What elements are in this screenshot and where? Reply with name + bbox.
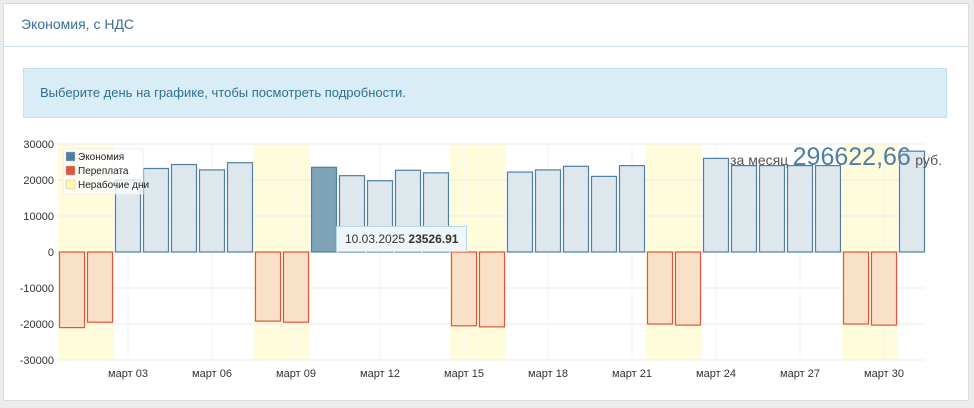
x-tick-label: март 27 (780, 368, 820, 380)
saving-bar[interactable] (618, 165, 646, 253)
overpay-bar[interactable] (86, 251, 114, 323)
overpay-bar[interactable] (282, 251, 310, 323)
month-total-suffix: руб. (915, 152, 942, 168)
saving-bar[interactable] (170, 163, 198, 253)
overpay-bar[interactable] (254, 251, 282, 322)
saving-bar[interactable] (534, 169, 562, 253)
y-tick-label: 20000 (23, 175, 54, 187)
x-tick-label: март 15 (444, 368, 484, 380)
x-tick-label: март 24 (696, 368, 736, 380)
saving-bar[interactable] (814, 165, 842, 253)
legend-label: Переплата (78, 166, 129, 177)
info-alert: Выберите день на графике, чтобы посмотре… (23, 68, 947, 118)
x-tick-label: март 06 (192, 368, 232, 380)
saving-bar[interactable] (226, 162, 254, 253)
y-tick-label: -20000 (20, 319, 54, 331)
legend-swatch (65, 179, 76, 190)
legend-box (62, 148, 144, 195)
saving-bar[interactable] (142, 167, 170, 253)
x-tick-label: март 09 (276, 368, 316, 380)
saving-bar[interactable] (730, 165, 758, 253)
saving-bar[interactable] (506, 171, 534, 253)
legend-label: Экономия (78, 152, 124, 163)
y-tick-label: -10000 (20, 283, 54, 295)
y-tick-label: 30000 (23, 139, 54, 151)
x-tick-label: март 03 (108, 368, 148, 380)
panel-title: Экономия, с НДС (21, 16, 135, 32)
panel-header: Экономия, с НДС (4, 4, 968, 47)
overpay-bar[interactable] (450, 251, 478, 327)
month-total-value: 296622,66 (792, 143, 911, 171)
x-tick-label: март 18 (528, 368, 568, 380)
overpay-bar[interactable] (478, 251, 506, 328)
saving-bar[interactable] (898, 150, 926, 253)
overpay-bar[interactable] (870, 251, 898, 326)
legend-label: Нерабочие дни (78, 179, 149, 191)
saving-bar[interactable] (702, 157, 730, 253)
saving-bar[interactable] (310, 166, 338, 253)
overpay-bar[interactable] (674, 251, 702, 326)
info-text: Выберите день на графике, чтобы посмотре… (40, 85, 406, 100)
saving-bar[interactable] (562, 165, 590, 253)
x-tick-label: март 21 (612, 368, 652, 380)
chart-tooltip: 10.03.2025 23526.91 (336, 226, 468, 252)
tooltip-date: 10.03.2025 (345, 232, 406, 246)
y-tick-label: -30000 (20, 355, 54, 367)
legend-swatch (65, 165, 76, 176)
month-total: за месяц 296622,66 руб. (730, 143, 942, 172)
x-tick-label: март 30 (864, 368, 904, 380)
saving-bar[interactable] (786, 165, 814, 253)
saving-bar[interactable] (198, 169, 226, 253)
month-total-prefix: за месяц (730, 152, 789, 168)
y-tick-label: 10000 (23, 211, 54, 223)
saving-bar[interactable] (758, 165, 786, 253)
legend-swatch (65, 151, 76, 162)
overpay-bar[interactable] (842, 251, 870, 325)
overpay-bar[interactable] (646, 251, 674, 325)
tooltip-value: 23526.91 (408, 232, 459, 246)
y-tick-label: 0 (48, 247, 54, 259)
x-tick-label: март 12 (360, 368, 400, 380)
overpay-bar[interactable] (58, 251, 86, 329)
saving-bar[interactable] (590, 175, 618, 253)
